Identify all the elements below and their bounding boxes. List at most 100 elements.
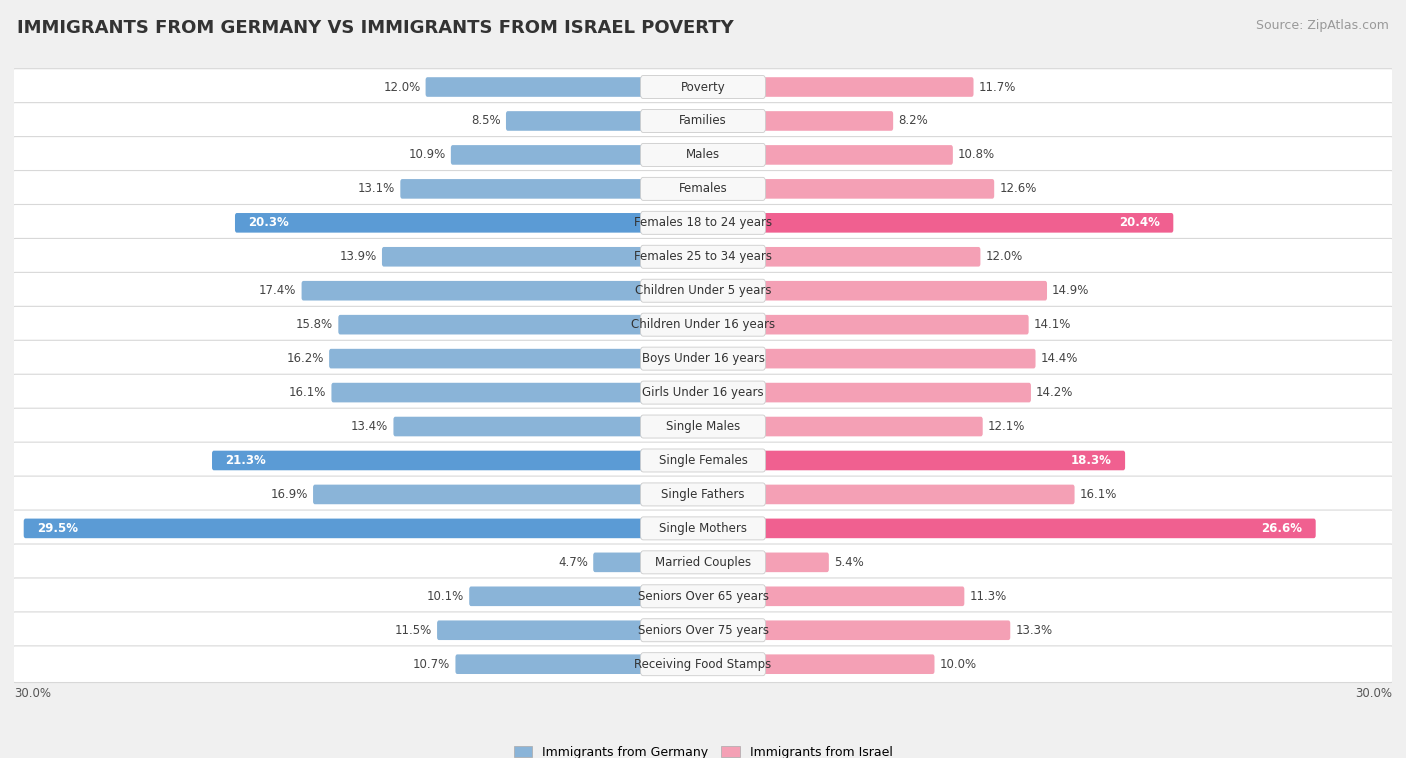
Text: 12.0%: 12.0% bbox=[384, 80, 420, 93]
Text: 10.7%: 10.7% bbox=[413, 658, 450, 671]
Text: Source: ZipAtlas.com: Source: ZipAtlas.com bbox=[1256, 19, 1389, 32]
Text: 14.2%: 14.2% bbox=[1036, 386, 1073, 399]
FancyBboxPatch shape bbox=[11, 205, 1395, 241]
FancyBboxPatch shape bbox=[11, 374, 1395, 411]
Text: 10.8%: 10.8% bbox=[957, 149, 995, 161]
FancyBboxPatch shape bbox=[593, 553, 704, 572]
Text: Males: Males bbox=[686, 149, 720, 161]
Text: 10.9%: 10.9% bbox=[409, 149, 446, 161]
FancyBboxPatch shape bbox=[641, 584, 765, 608]
FancyBboxPatch shape bbox=[641, 76, 765, 99]
Text: 11.3%: 11.3% bbox=[969, 590, 1007, 603]
FancyBboxPatch shape bbox=[702, 484, 1074, 504]
FancyBboxPatch shape bbox=[339, 315, 704, 334]
FancyBboxPatch shape bbox=[641, 619, 765, 642]
FancyBboxPatch shape bbox=[702, 451, 1125, 470]
Text: Receiving Food Stamps: Receiving Food Stamps bbox=[634, 658, 772, 671]
Text: 15.8%: 15.8% bbox=[297, 318, 333, 331]
Text: 11.7%: 11.7% bbox=[979, 80, 1017, 93]
Text: 20.4%: 20.4% bbox=[1119, 216, 1160, 230]
Legend: Immigrants from Germany, Immigrants from Israel: Immigrants from Germany, Immigrants from… bbox=[509, 741, 897, 758]
FancyBboxPatch shape bbox=[702, 145, 953, 164]
Text: 26.6%: 26.6% bbox=[1261, 522, 1302, 535]
Text: 14.9%: 14.9% bbox=[1052, 284, 1090, 297]
Text: 8.5%: 8.5% bbox=[471, 114, 501, 127]
Text: 20.3%: 20.3% bbox=[249, 216, 290, 230]
FancyBboxPatch shape bbox=[702, 587, 965, 606]
Text: 13.1%: 13.1% bbox=[359, 183, 395, 196]
Text: 14.4%: 14.4% bbox=[1040, 352, 1078, 365]
Text: Single Fathers: Single Fathers bbox=[661, 488, 745, 501]
FancyBboxPatch shape bbox=[641, 653, 765, 675]
FancyBboxPatch shape bbox=[11, 340, 1395, 377]
FancyBboxPatch shape bbox=[641, 347, 765, 370]
FancyBboxPatch shape bbox=[332, 383, 704, 402]
Text: 12.0%: 12.0% bbox=[986, 250, 1022, 263]
Text: 30.0%: 30.0% bbox=[14, 687, 51, 700]
Text: 16.1%: 16.1% bbox=[1080, 488, 1116, 501]
Text: 16.9%: 16.9% bbox=[270, 488, 308, 501]
FancyBboxPatch shape bbox=[641, 415, 765, 438]
Text: 21.3%: 21.3% bbox=[225, 454, 266, 467]
Text: Families: Families bbox=[679, 114, 727, 127]
Text: 5.4%: 5.4% bbox=[834, 556, 863, 568]
FancyBboxPatch shape bbox=[11, 306, 1395, 343]
FancyBboxPatch shape bbox=[314, 484, 704, 504]
FancyBboxPatch shape bbox=[641, 313, 765, 337]
FancyBboxPatch shape bbox=[11, 69, 1395, 105]
Text: Females: Females bbox=[679, 183, 727, 196]
FancyBboxPatch shape bbox=[394, 417, 704, 437]
FancyBboxPatch shape bbox=[641, 449, 765, 472]
Text: Girls Under 16 years: Girls Under 16 years bbox=[643, 386, 763, 399]
FancyBboxPatch shape bbox=[702, 315, 1029, 334]
FancyBboxPatch shape bbox=[641, 279, 765, 302]
FancyBboxPatch shape bbox=[641, 211, 765, 234]
FancyBboxPatch shape bbox=[301, 281, 704, 300]
Text: 10.0%: 10.0% bbox=[939, 658, 977, 671]
FancyBboxPatch shape bbox=[437, 621, 704, 640]
FancyBboxPatch shape bbox=[382, 247, 704, 267]
Text: Boys Under 16 years: Boys Under 16 years bbox=[641, 352, 765, 365]
FancyBboxPatch shape bbox=[11, 442, 1395, 479]
FancyBboxPatch shape bbox=[641, 483, 765, 506]
Text: Single Mothers: Single Mothers bbox=[659, 522, 747, 535]
Text: Females 18 to 24 years: Females 18 to 24 years bbox=[634, 216, 772, 230]
FancyBboxPatch shape bbox=[329, 349, 704, 368]
FancyBboxPatch shape bbox=[641, 381, 765, 404]
FancyBboxPatch shape bbox=[212, 451, 704, 470]
FancyBboxPatch shape bbox=[451, 145, 704, 164]
FancyBboxPatch shape bbox=[11, 476, 1395, 512]
FancyBboxPatch shape bbox=[702, 553, 830, 572]
FancyBboxPatch shape bbox=[702, 383, 1031, 402]
FancyBboxPatch shape bbox=[11, 272, 1395, 309]
Text: 13.9%: 13.9% bbox=[340, 250, 377, 263]
FancyBboxPatch shape bbox=[11, 409, 1395, 445]
Text: 12.1%: 12.1% bbox=[988, 420, 1025, 433]
Text: 18.3%: 18.3% bbox=[1071, 454, 1112, 467]
Text: Seniors Over 65 years: Seniors Over 65 years bbox=[637, 590, 769, 603]
Text: 14.1%: 14.1% bbox=[1033, 318, 1071, 331]
Text: Children Under 16 years: Children Under 16 years bbox=[631, 318, 775, 331]
FancyBboxPatch shape bbox=[11, 102, 1395, 139]
Text: 13.3%: 13.3% bbox=[1015, 624, 1053, 637]
Text: 16.2%: 16.2% bbox=[287, 352, 325, 365]
FancyBboxPatch shape bbox=[641, 143, 765, 167]
FancyBboxPatch shape bbox=[702, 281, 1047, 300]
Text: Poverty: Poverty bbox=[681, 80, 725, 93]
Text: 16.1%: 16.1% bbox=[290, 386, 326, 399]
FancyBboxPatch shape bbox=[470, 587, 704, 606]
FancyBboxPatch shape bbox=[11, 171, 1395, 207]
FancyBboxPatch shape bbox=[702, 111, 893, 131]
Text: 13.4%: 13.4% bbox=[352, 420, 388, 433]
FancyBboxPatch shape bbox=[702, 349, 1036, 368]
FancyBboxPatch shape bbox=[401, 179, 704, 199]
FancyBboxPatch shape bbox=[641, 551, 765, 574]
Text: 11.5%: 11.5% bbox=[395, 624, 432, 637]
Text: Married Couples: Married Couples bbox=[655, 556, 751, 568]
Text: Children Under 5 years: Children Under 5 years bbox=[634, 284, 772, 297]
FancyBboxPatch shape bbox=[702, 179, 994, 199]
Text: 30.0%: 30.0% bbox=[1355, 687, 1392, 700]
FancyBboxPatch shape bbox=[702, 518, 1316, 538]
FancyBboxPatch shape bbox=[641, 246, 765, 268]
Text: IMMIGRANTS FROM GERMANY VS IMMIGRANTS FROM ISRAEL POVERTY: IMMIGRANTS FROM GERMANY VS IMMIGRANTS FR… bbox=[17, 19, 734, 37]
